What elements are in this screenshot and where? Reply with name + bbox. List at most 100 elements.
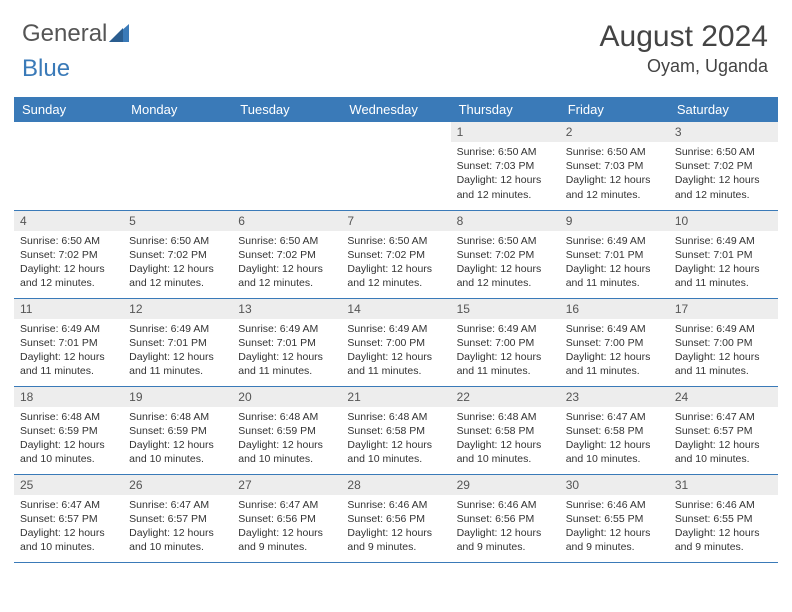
day-data: Sunrise: 6:50 AMSunset: 7:03 PMDaylight:… <box>451 142 560 208</box>
day-number: 8 <box>451 211 560 231</box>
location-label: Oyam, Uganda <box>600 56 768 77</box>
day-data: Sunrise: 6:48 AMSunset: 6:58 PMDaylight:… <box>341 407 450 473</box>
brand-logo: General <box>14 20 131 48</box>
day-number: 23 <box>560 387 669 407</box>
day-number: 5 <box>123 211 232 231</box>
day-number: 27 <box>232 475 341 495</box>
calendar-cell: 19Sunrise: 6:48 AMSunset: 6:59 PMDayligh… <box>123 386 232 474</box>
calendar-cell: 18Sunrise: 6:48 AMSunset: 6:59 PMDayligh… <box>14 386 123 474</box>
calendar-cell: 24Sunrise: 6:47 AMSunset: 6:57 PMDayligh… <box>669 386 778 474</box>
day-header: Friday <box>560 97 669 122</box>
day-number: 21 <box>341 387 450 407</box>
brand-part2: Blue <box>22 55 70 83</box>
day-number: 19 <box>123 387 232 407</box>
day-data: Sunrise: 6:48 AMSunset: 6:59 PMDaylight:… <box>123 407 232 473</box>
day-number: 18 <box>14 387 123 407</box>
title-block: August 2024 Oyam, Uganda <box>600 20 778 77</box>
day-data: Sunrise: 6:47 AMSunset: 6:57 PMDaylight:… <box>14 495 123 561</box>
calendar-cell: 16Sunrise: 6:49 AMSunset: 7:00 PMDayligh… <box>560 298 669 386</box>
day-data: Sunrise: 6:48 AMSunset: 6:58 PMDaylight:… <box>451 407 560 473</box>
day-data: Sunrise: 6:49 AMSunset: 7:00 PMDaylight:… <box>341 319 450 385</box>
day-header: Sunday <box>14 97 123 122</box>
calendar-cell: 5Sunrise: 6:50 AMSunset: 7:02 PMDaylight… <box>123 210 232 298</box>
calendar-cell: 30Sunrise: 6:46 AMSunset: 6:55 PMDayligh… <box>560 474 669 562</box>
calendar-cell: 31Sunrise: 6:46 AMSunset: 6:55 PMDayligh… <box>669 474 778 562</box>
calendar-cell: 17Sunrise: 6:49 AMSunset: 7:00 PMDayligh… <box>669 298 778 386</box>
day-data: Sunrise: 6:49 AMSunset: 7:00 PMDaylight:… <box>451 319 560 385</box>
day-number: 29 <box>451 475 560 495</box>
day-number: 3 <box>669 122 778 142</box>
day-data: Sunrise: 6:48 AMSunset: 6:59 PMDaylight:… <box>232 407 341 473</box>
calendar-cell: 11Sunrise: 6:49 AMSunset: 7:01 PMDayligh… <box>14 298 123 386</box>
calendar-cell: 28Sunrise: 6:46 AMSunset: 6:56 PMDayligh… <box>341 474 450 562</box>
day-number: 24 <box>669 387 778 407</box>
day-number: 15 <box>451 299 560 319</box>
calendar-cell: 8Sunrise: 6:50 AMSunset: 7:02 PMDaylight… <box>451 210 560 298</box>
calendar-cell: 4Sunrise: 6:50 AMSunset: 7:02 PMDaylight… <box>14 210 123 298</box>
calendar-cell: 25Sunrise: 6:47 AMSunset: 6:57 PMDayligh… <box>14 474 123 562</box>
day-data: Sunrise: 6:49 AMSunset: 7:01 PMDaylight:… <box>232 319 341 385</box>
day-number: 16 <box>560 299 669 319</box>
day-data: Sunrise: 6:47 AMSunset: 6:58 PMDaylight:… <box>560 407 669 473</box>
day-data: Sunrise: 6:49 AMSunset: 7:01 PMDaylight:… <box>669 231 778 297</box>
day-data: Sunrise: 6:49 AMSunset: 7:00 PMDaylight:… <box>560 319 669 385</box>
calendar-cell: 23Sunrise: 6:47 AMSunset: 6:58 PMDayligh… <box>560 386 669 474</box>
day-header-row: SundayMondayTuesdayWednesdayThursdayFrid… <box>14 97 778 122</box>
day-number: 26 <box>123 475 232 495</box>
month-title: August 2024 <box>600 20 768 54</box>
day-header: Thursday <box>451 97 560 122</box>
calendar-cell: 10Sunrise: 6:49 AMSunset: 7:01 PMDayligh… <box>669 210 778 298</box>
calendar-cell: 29Sunrise: 6:46 AMSunset: 6:56 PMDayligh… <box>451 474 560 562</box>
calendar-row: 25Sunrise: 6:47 AMSunset: 6:57 PMDayligh… <box>14 474 778 562</box>
day-data: Sunrise: 6:50 AMSunset: 7:02 PMDaylight:… <box>669 142 778 208</box>
calendar-table: SundayMondayTuesdayWednesdayThursdayFrid… <box>14 97 778 563</box>
day-number: 17 <box>669 299 778 319</box>
calendar-cell: 12Sunrise: 6:49 AMSunset: 7:01 PMDayligh… <box>123 298 232 386</box>
calendar-cell: 9Sunrise: 6:49 AMSunset: 7:01 PMDaylight… <box>560 210 669 298</box>
day-data: Sunrise: 6:47 AMSunset: 6:57 PMDaylight:… <box>669 407 778 473</box>
day-data: Sunrise: 6:47 AMSunset: 6:56 PMDaylight:… <box>232 495 341 561</box>
day-data: Sunrise: 6:50 AMSunset: 7:02 PMDaylight:… <box>14 231 123 297</box>
calendar-row: 18Sunrise: 6:48 AMSunset: 6:59 PMDayligh… <box>14 386 778 474</box>
calendar-cell <box>232 122 341 210</box>
day-number: 4 <box>14 211 123 231</box>
calendar-row: 11Sunrise: 6:49 AMSunset: 7:01 PMDayligh… <box>14 298 778 386</box>
calendar-cell: 22Sunrise: 6:48 AMSunset: 6:58 PMDayligh… <box>451 386 560 474</box>
calendar-cell: 26Sunrise: 6:47 AMSunset: 6:57 PMDayligh… <box>123 474 232 562</box>
brand-part1: General <box>22 20 107 48</box>
day-number: 20 <box>232 387 341 407</box>
day-number: 30 <box>560 475 669 495</box>
day-data: Sunrise: 6:50 AMSunset: 7:02 PMDaylight:… <box>341 231 450 297</box>
calendar-cell <box>123 122 232 210</box>
day-data: Sunrise: 6:50 AMSunset: 7:03 PMDaylight:… <box>560 142 669 208</box>
day-number: 28 <box>341 475 450 495</box>
day-data: Sunrise: 6:49 AMSunset: 7:01 PMDaylight:… <box>560 231 669 297</box>
calendar-row: 1Sunrise: 6:50 AMSunset: 7:03 PMDaylight… <box>14 122 778 210</box>
calendar-cell: 7Sunrise: 6:50 AMSunset: 7:02 PMDaylight… <box>341 210 450 298</box>
day-header: Saturday <box>669 97 778 122</box>
day-data: Sunrise: 6:49 AMSunset: 7:01 PMDaylight:… <box>123 319 232 385</box>
day-number: 12 <box>123 299 232 319</box>
day-number: 9 <box>560 211 669 231</box>
calendar-cell: 1Sunrise: 6:50 AMSunset: 7:03 PMDaylight… <box>451 122 560 210</box>
day-number: 7 <box>341 211 450 231</box>
calendar-cell: 15Sunrise: 6:49 AMSunset: 7:00 PMDayligh… <box>451 298 560 386</box>
calendar-cell: 14Sunrise: 6:49 AMSunset: 7:00 PMDayligh… <box>341 298 450 386</box>
day-number: 13 <box>232 299 341 319</box>
day-data: Sunrise: 6:48 AMSunset: 6:59 PMDaylight:… <box>14 407 123 473</box>
day-data: Sunrise: 6:46 AMSunset: 6:55 PMDaylight:… <box>669 495 778 561</box>
day-number: 14 <box>341 299 450 319</box>
calendar-cell <box>14 122 123 210</box>
day-number: 11 <box>14 299 123 319</box>
calendar-cell <box>341 122 450 210</box>
calendar-cell: 2Sunrise: 6:50 AMSunset: 7:03 PMDaylight… <box>560 122 669 210</box>
day-number: 22 <box>451 387 560 407</box>
day-data: Sunrise: 6:46 AMSunset: 6:56 PMDaylight:… <box>451 495 560 561</box>
day-number: 25 <box>14 475 123 495</box>
day-number: 10 <box>669 211 778 231</box>
day-header: Tuesday <box>232 97 341 122</box>
day-header: Monday <box>123 97 232 122</box>
day-data: Sunrise: 6:50 AMSunset: 7:02 PMDaylight:… <box>232 231 341 297</box>
day-data: Sunrise: 6:46 AMSunset: 6:56 PMDaylight:… <box>341 495 450 561</box>
calendar-cell: 3Sunrise: 6:50 AMSunset: 7:02 PMDaylight… <box>669 122 778 210</box>
